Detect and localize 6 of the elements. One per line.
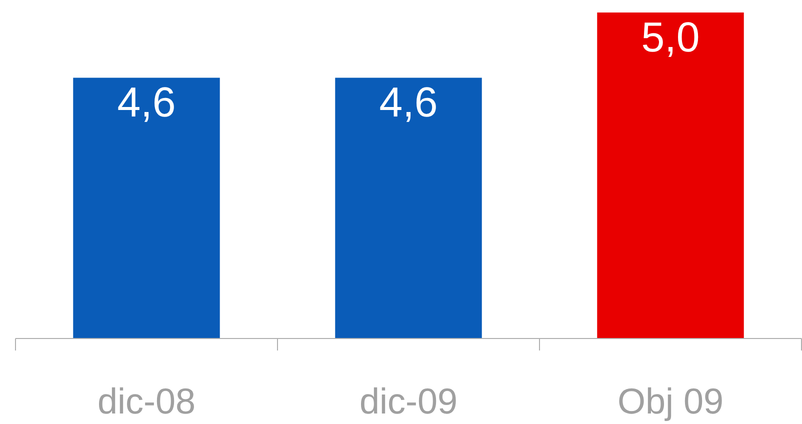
x-tick-label: dic-09 (359, 380, 458, 422)
data-label: 4,6 (379, 78, 438, 126)
x-tick-label: dic-08 (97, 380, 196, 422)
data-label: 4,6 (117, 78, 176, 126)
x-tick-label: Obj 09 (617, 380, 724, 422)
data-label: 5,0 (641, 14, 700, 60)
